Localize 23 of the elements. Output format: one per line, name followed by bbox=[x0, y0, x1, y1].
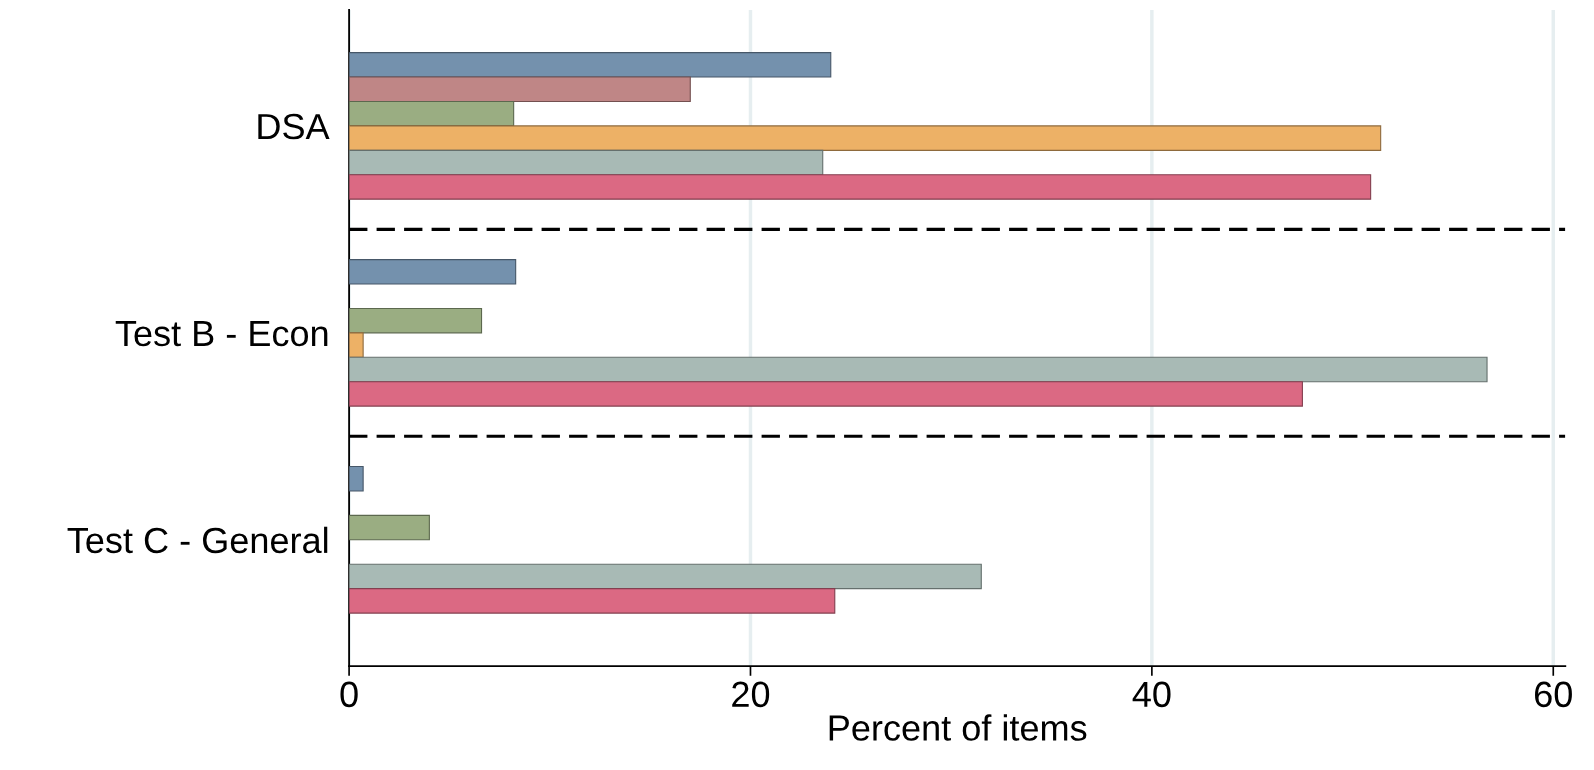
x-tick-label: 0 bbox=[340, 681, 358, 708]
bar bbox=[349, 514, 430, 541]
bar bbox=[349, 332, 364, 358]
bar bbox=[349, 125, 1382, 151]
y-tick-label: Test C - General bbox=[67, 526, 328, 554]
bar bbox=[349, 76, 691, 103]
y-tick-label: Test B - Econ bbox=[115, 321, 328, 347]
x-axis-title: Percent of items bbox=[829, 714, 1087, 741]
x-tick-label: 60 bbox=[1535, 681, 1572, 708]
bar bbox=[349, 174, 1372, 200]
x-tick-label: 20 bbox=[732, 681, 770, 708]
bar bbox=[349, 563, 982, 590]
bar bbox=[349, 259, 517, 285]
bar bbox=[349, 381, 1303, 407]
bar bbox=[349, 588, 836, 614]
bar bbox=[349, 307, 483, 334]
y-tick-label: DSA bbox=[258, 113, 330, 140]
bar bbox=[349, 100, 515, 127]
bar bbox=[349, 52, 832, 78]
bar bbox=[349, 356, 1488, 383]
bar bbox=[349, 465, 364, 492]
bar bbox=[349, 149, 824, 176]
x-tick-label: 40 bbox=[1132, 681, 1171, 708]
